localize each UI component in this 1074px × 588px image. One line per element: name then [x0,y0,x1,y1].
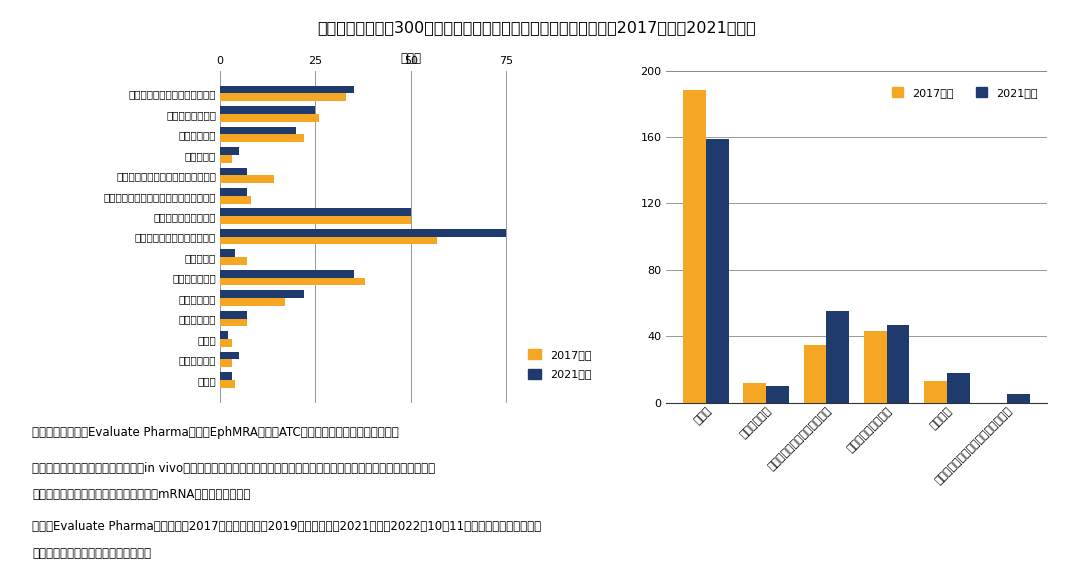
Bar [220,106,316,114]
Bar [220,216,410,224]
Bar [826,312,850,403]
Bar [220,310,247,319]
Bar [683,91,706,403]
Text: 図１　売上高上位300製品の薬効分類別および技術分類別の特徴（2017年度と2021年度）: 図１ 売上高上位300製品の薬効分類別および技術分類別の特徴（2017年度と20… [318,21,756,36]
Bar [220,155,232,163]
Text: ン等、従来型タイプのものに加えmRNAワクチンを含む。: ン等、従来型タイプのものに加えmRNAワクチンを含む。 [32,488,250,501]
Bar [743,383,766,403]
Text: 製品数: 製品数 [401,52,421,65]
Bar [220,352,240,359]
Bar [220,319,247,326]
Bar [220,372,232,380]
Bar [220,147,240,155]
Bar [220,175,274,183]
Bar [706,139,729,403]
Bar [220,196,250,203]
Bar [220,278,365,285]
Bar [766,386,789,403]
Text: 出所：Evaluate Pharmaのデータ（2017年度については2019年５月時点、2021年度は2022年10月11日時点の情報）をもとに: 出所：Evaluate Pharmaのデータ（2017年度については2019年５… [32,520,541,533]
Bar [863,332,887,403]
Bar [924,381,947,403]
Bar [947,373,970,403]
Bar [220,257,247,265]
Bar [220,249,235,257]
Bar [220,114,319,122]
Bar [220,168,247,175]
Bar [803,345,826,403]
Legend: 2017年度, 2021年度: 2017年度, 2021年度 [887,83,1042,102]
Bar [887,325,910,403]
Bar [220,135,304,142]
Bar [220,208,410,216]
Bar [220,229,506,236]
Bar [220,380,235,387]
Bar [1007,395,1030,403]
Bar [220,237,437,245]
Bar [220,331,228,339]
Bar [220,290,304,298]
Legend: 2017年度, 2021年度: 2017年度, 2021年度 [523,345,596,384]
Text: 注２：低分子化学には植物抽出物、in vivo診断薬を含む。ワクチンには不活化、弱毒化生ワクチン、組換えタンパクワクチ: 注２：低分子化学には植物抽出物、in vivo診断薬を含む。ワクチンには不活化、… [32,462,435,475]
Text: 医薬産業政策研究所にて作成。: 医薬産業政策研究所にて作成。 [32,547,151,560]
Bar [220,93,346,101]
Bar [220,86,353,93]
Bar [220,359,232,368]
Bar [220,270,353,278]
Bar [220,126,296,135]
Text: 注１：薬効分類はEvaluate PharmaによるEphMRAによるATCコード１による分類を用いた。: 注１：薬効分類はEvaluate PharmaによるEphMRAによるATCコー… [32,426,398,439]
Bar [220,339,232,347]
Bar [220,298,285,306]
Bar [220,188,247,196]
